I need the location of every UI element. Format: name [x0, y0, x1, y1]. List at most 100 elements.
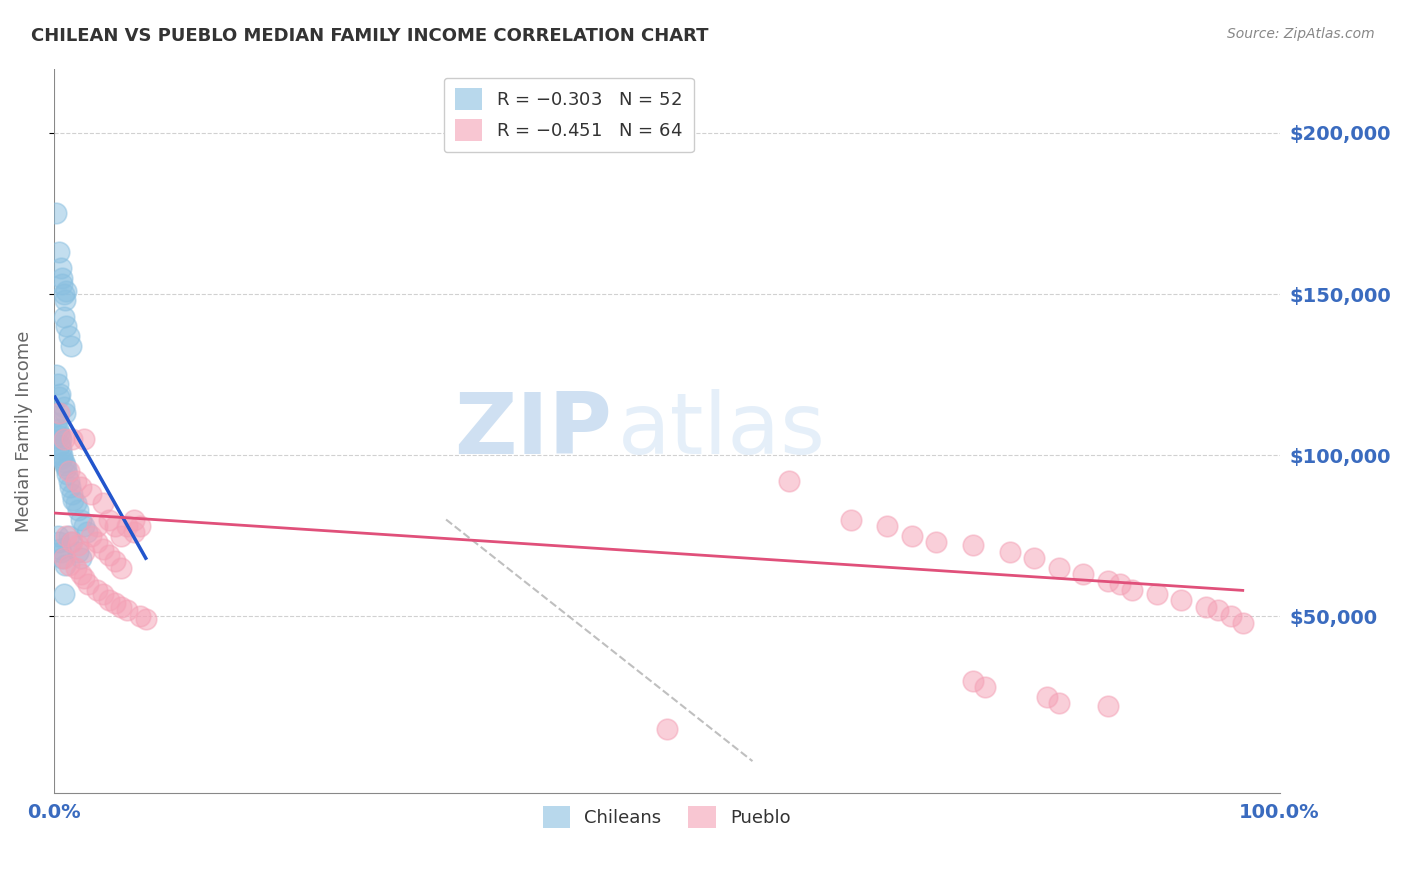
Point	[117, 519, 139, 533]
Point	[901, 528, 924, 542]
Point	[67, 503, 90, 517]
Point	[122, 525, 145, 540]
Point	[52, 586, 75, 600]
Point	[45, 368, 67, 382]
Point	[1047, 696, 1070, 710]
Point	[128, 519, 150, 533]
Point	[876, 519, 898, 533]
Point	[91, 541, 114, 556]
Point	[51, 432, 73, 446]
Point	[60, 432, 83, 446]
Y-axis label: Median Family Income: Median Family Income	[15, 330, 32, 532]
Point	[1121, 583, 1143, 598]
Point	[52, 287, 75, 301]
Point	[53, 406, 76, 420]
Point	[77, 577, 100, 591]
Point	[73, 519, 96, 533]
Point	[52, 432, 75, 446]
Point	[51, 451, 73, 466]
Point	[110, 599, 132, 614]
Point	[52, 454, 75, 468]
Point	[62, 493, 84, 508]
Point	[1097, 574, 1119, 588]
Point	[655, 722, 678, 736]
Point	[86, 583, 108, 598]
Point	[52, 310, 75, 324]
Point	[91, 586, 114, 600]
Point	[839, 512, 862, 526]
Point	[69, 551, 91, 566]
Point	[925, 535, 948, 549]
Point	[51, 545, 73, 559]
Point	[1232, 615, 1254, 630]
Point	[48, 245, 70, 260]
Point	[91, 496, 114, 510]
Point	[59, 338, 82, 352]
Point	[49, 429, 72, 443]
Point	[110, 528, 132, 542]
Point	[55, 284, 77, 298]
Point	[59, 535, 82, 549]
Point	[962, 673, 984, 688]
Point	[51, 448, 73, 462]
Point	[104, 596, 127, 610]
Point	[51, 551, 73, 566]
Point	[1170, 593, 1192, 607]
Point	[104, 519, 127, 533]
Point	[73, 570, 96, 584]
Point	[56, 467, 79, 482]
Point	[122, 512, 145, 526]
Point	[73, 545, 96, 559]
Point	[1146, 586, 1168, 600]
Point	[1109, 577, 1132, 591]
Point	[67, 538, 90, 552]
Legend: Chileans, Pueblo: Chileans, Pueblo	[536, 798, 797, 835]
Point	[65, 474, 87, 488]
Point	[962, 538, 984, 552]
Point	[59, 480, 82, 494]
Point	[52, 551, 75, 566]
Point	[998, 545, 1021, 559]
Point	[60, 487, 83, 501]
Point	[52, 400, 75, 414]
Point	[60, 535, 83, 549]
Point	[58, 464, 80, 478]
Point	[73, 432, 96, 446]
Point	[46, 422, 69, 436]
Point	[55, 319, 77, 334]
Point	[69, 480, 91, 494]
Point	[45, 206, 67, 220]
Point	[51, 261, 73, 276]
Point	[1035, 690, 1057, 704]
Point	[49, 541, 72, 556]
Point	[79, 528, 101, 542]
Point	[46, 528, 69, 542]
Point	[778, 474, 800, 488]
Point	[110, 561, 132, 575]
Point	[67, 545, 90, 559]
Point	[1047, 561, 1070, 575]
Point	[51, 271, 73, 285]
Point	[128, 609, 150, 624]
Point	[1024, 551, 1046, 566]
Point	[48, 390, 70, 404]
Point	[58, 474, 80, 488]
Point	[104, 554, 127, 568]
Point	[1097, 699, 1119, 714]
Point	[86, 519, 108, 533]
Point	[44, 409, 66, 424]
Point	[98, 593, 121, 607]
Point	[58, 329, 80, 343]
Point	[76, 525, 98, 540]
Point	[65, 561, 87, 575]
Point	[48, 425, 70, 440]
Point	[86, 535, 108, 549]
Point	[48, 406, 70, 420]
Point	[53, 558, 76, 572]
Point	[79, 487, 101, 501]
Point	[98, 548, 121, 562]
Point	[51, 442, 73, 456]
Point	[1206, 603, 1229, 617]
Point	[51, 277, 73, 292]
Text: Source: ZipAtlas.com: Source: ZipAtlas.com	[1227, 27, 1375, 41]
